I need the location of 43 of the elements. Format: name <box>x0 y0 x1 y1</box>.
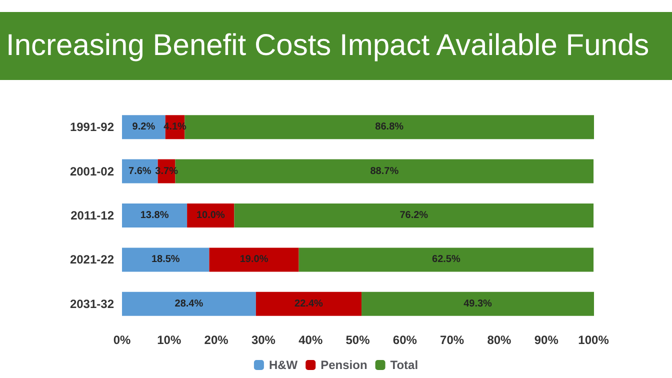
x-tick-label: 90% <box>534 333 559 347</box>
data-label: 62.5% <box>432 254 460 266</box>
bar <box>234 204 594 228</box>
data-label: 28.4% <box>174 298 204 310</box>
data-label: 7.6% <box>128 166 152 177</box>
bar <box>122 292 256 316</box>
y-tick-label: 2021-22 <box>70 252 114 267</box>
data-label: 13.8% <box>140 210 169 221</box>
bar <box>362 292 594 316</box>
bar <box>122 204 188 228</box>
bar <box>122 248 210 272</box>
x-tick-label: 20% <box>204 333 229 347</box>
data-label: 18.5% <box>151 254 180 266</box>
bar <box>256 292 362 316</box>
data-label: 88.7% <box>370 166 399 177</box>
x-tick-label: 30% <box>251 333 276 347</box>
bar <box>122 115 166 140</box>
data-label: 9.2% <box>132 122 156 133</box>
x-tick-label: 100% <box>578 333 610 347</box>
x-tick-label: 40% <box>298 333 323 347</box>
data-label: 19.0% <box>240 254 268 266</box>
legend-label: Total <box>390 358 418 372</box>
legend-label: H&W <box>268 358 298 372</box>
x-tick-label: 10% <box>157 333 182 347</box>
x-tick-label: 60% <box>392 333 418 347</box>
x-tick-label: 70% <box>440 333 464 347</box>
y-tick-label: 2031-32 <box>70 296 114 311</box>
data-label: 22.4% <box>294 298 324 310</box>
legend-label: Pension <box>320 358 368 372</box>
x-tick-label: 0% <box>113 333 131 347</box>
bar <box>184 115 594 140</box>
data-label: 10.0% <box>196 210 225 221</box>
data-label: 49.3% <box>464 298 492 310</box>
data-label: 76.2% <box>400 210 428 221</box>
data-label: 86.8% <box>375 122 404 133</box>
bar <box>209 248 299 272</box>
x-tick-label: 80% <box>487 333 512 347</box>
bar <box>298 248 594 272</box>
y-tick-label: 2011-12 <box>70 208 114 222</box>
x-tick-label: 50% <box>346 333 370 347</box>
y-tick-label: 2001-02 <box>70 164 114 178</box>
y-tick-label: 1991-92 <box>70 120 114 134</box>
chart-title: Increasing Benefit Costs Impact Available Funds <box>0 12 672 80</box>
